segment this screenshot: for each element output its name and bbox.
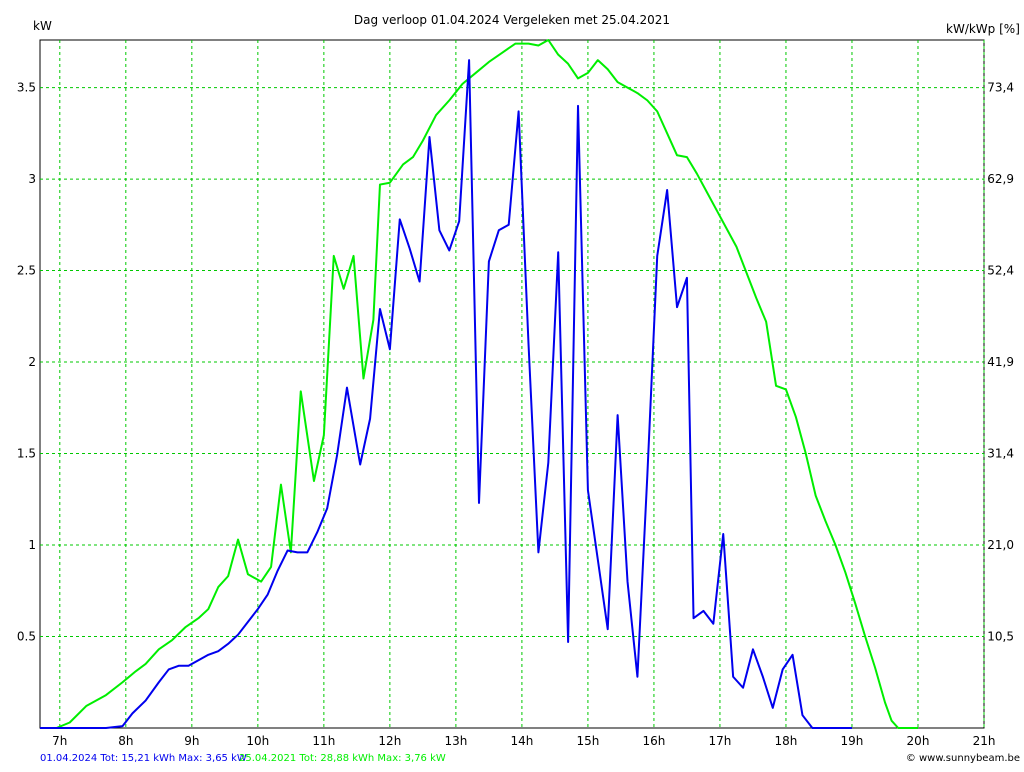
y-left-unit-label: kW [33,19,52,33]
x-tick-label: 7h [52,734,67,748]
x-tick-label: 11h [312,734,335,748]
y-right-tick-label: 10,5 [987,630,1014,644]
grid [40,40,985,728]
x-tick-label: 12h [378,734,401,748]
footer-copyright: © www.sunnybeam.be [906,753,1020,764]
x-tick-label: 8h [118,734,133,748]
x-tick-label: 9h [184,734,199,748]
series-line-25-04-2021 [40,39,918,729]
x-tick-label: 17h [709,734,732,748]
x-tick-label: 19h [841,734,864,748]
y-left-tick-label: 1.5 [17,447,36,461]
y-right-tick-label: 73,4 [987,81,1014,95]
x-tick-label: 18h [775,734,798,748]
y-right-unit-label: kW/kWp [%] [946,22,1020,36]
y-right-tick-label: 41,9 [987,355,1014,369]
plot-frame [39,39,985,729]
y-left-tick-label: 3.5 [17,81,36,95]
y-left-tick-label: 1 [28,538,36,552]
y-left-tick-label: 2 [28,355,36,369]
series-lines [40,39,918,729]
y-axis-left-ticks: 0.5 1 1.5 2 2.5 3 3.5 [17,81,36,644]
x-tick-label: 13h [444,734,467,748]
y-left-tick-label: 3 [28,172,36,186]
y-axis-right-ticks: 10,5 21,0 31,4 41,9 52,4 62,9 73,4 [987,81,1014,644]
y-right-tick-label: 52,4 [987,264,1014,278]
x-axis-ticks: 7h 8h 9h 10h 11h 12h 13h 14h 15h 16h 17h 18h 19h 20h 2… [52,734,995,748]
x-tick-label: 16h [642,734,665,748]
y-right-tick-label: 31,4 [987,447,1014,461]
footer-series-1: 01.04.2024 Tot: 15,21 kWh Max: 3,65 kW [40,753,247,764]
x-tick-label: 20h [907,734,930,748]
y-right-tick-label: 21,0 [987,538,1014,552]
chart-title: Dag verloop 01.04.2024 Vergeleken met 25… [354,13,670,27]
footer-series-2: 25.04.2021 Tot: 28,88 kWh Max: 3,76 kW [239,753,446,764]
x-tick-label: 15h [576,734,599,748]
y-right-tick-label: 62,9 [987,172,1014,186]
x-tick-label: 10h [246,734,269,748]
x-tick-label: 21h [973,734,996,748]
y-left-tick-label: 2.5 [17,264,36,278]
x-tick-label: 14h [510,734,533,748]
y-left-tick-label: 0.5 [17,630,36,644]
series-line-01-04-2024 [40,59,852,729]
